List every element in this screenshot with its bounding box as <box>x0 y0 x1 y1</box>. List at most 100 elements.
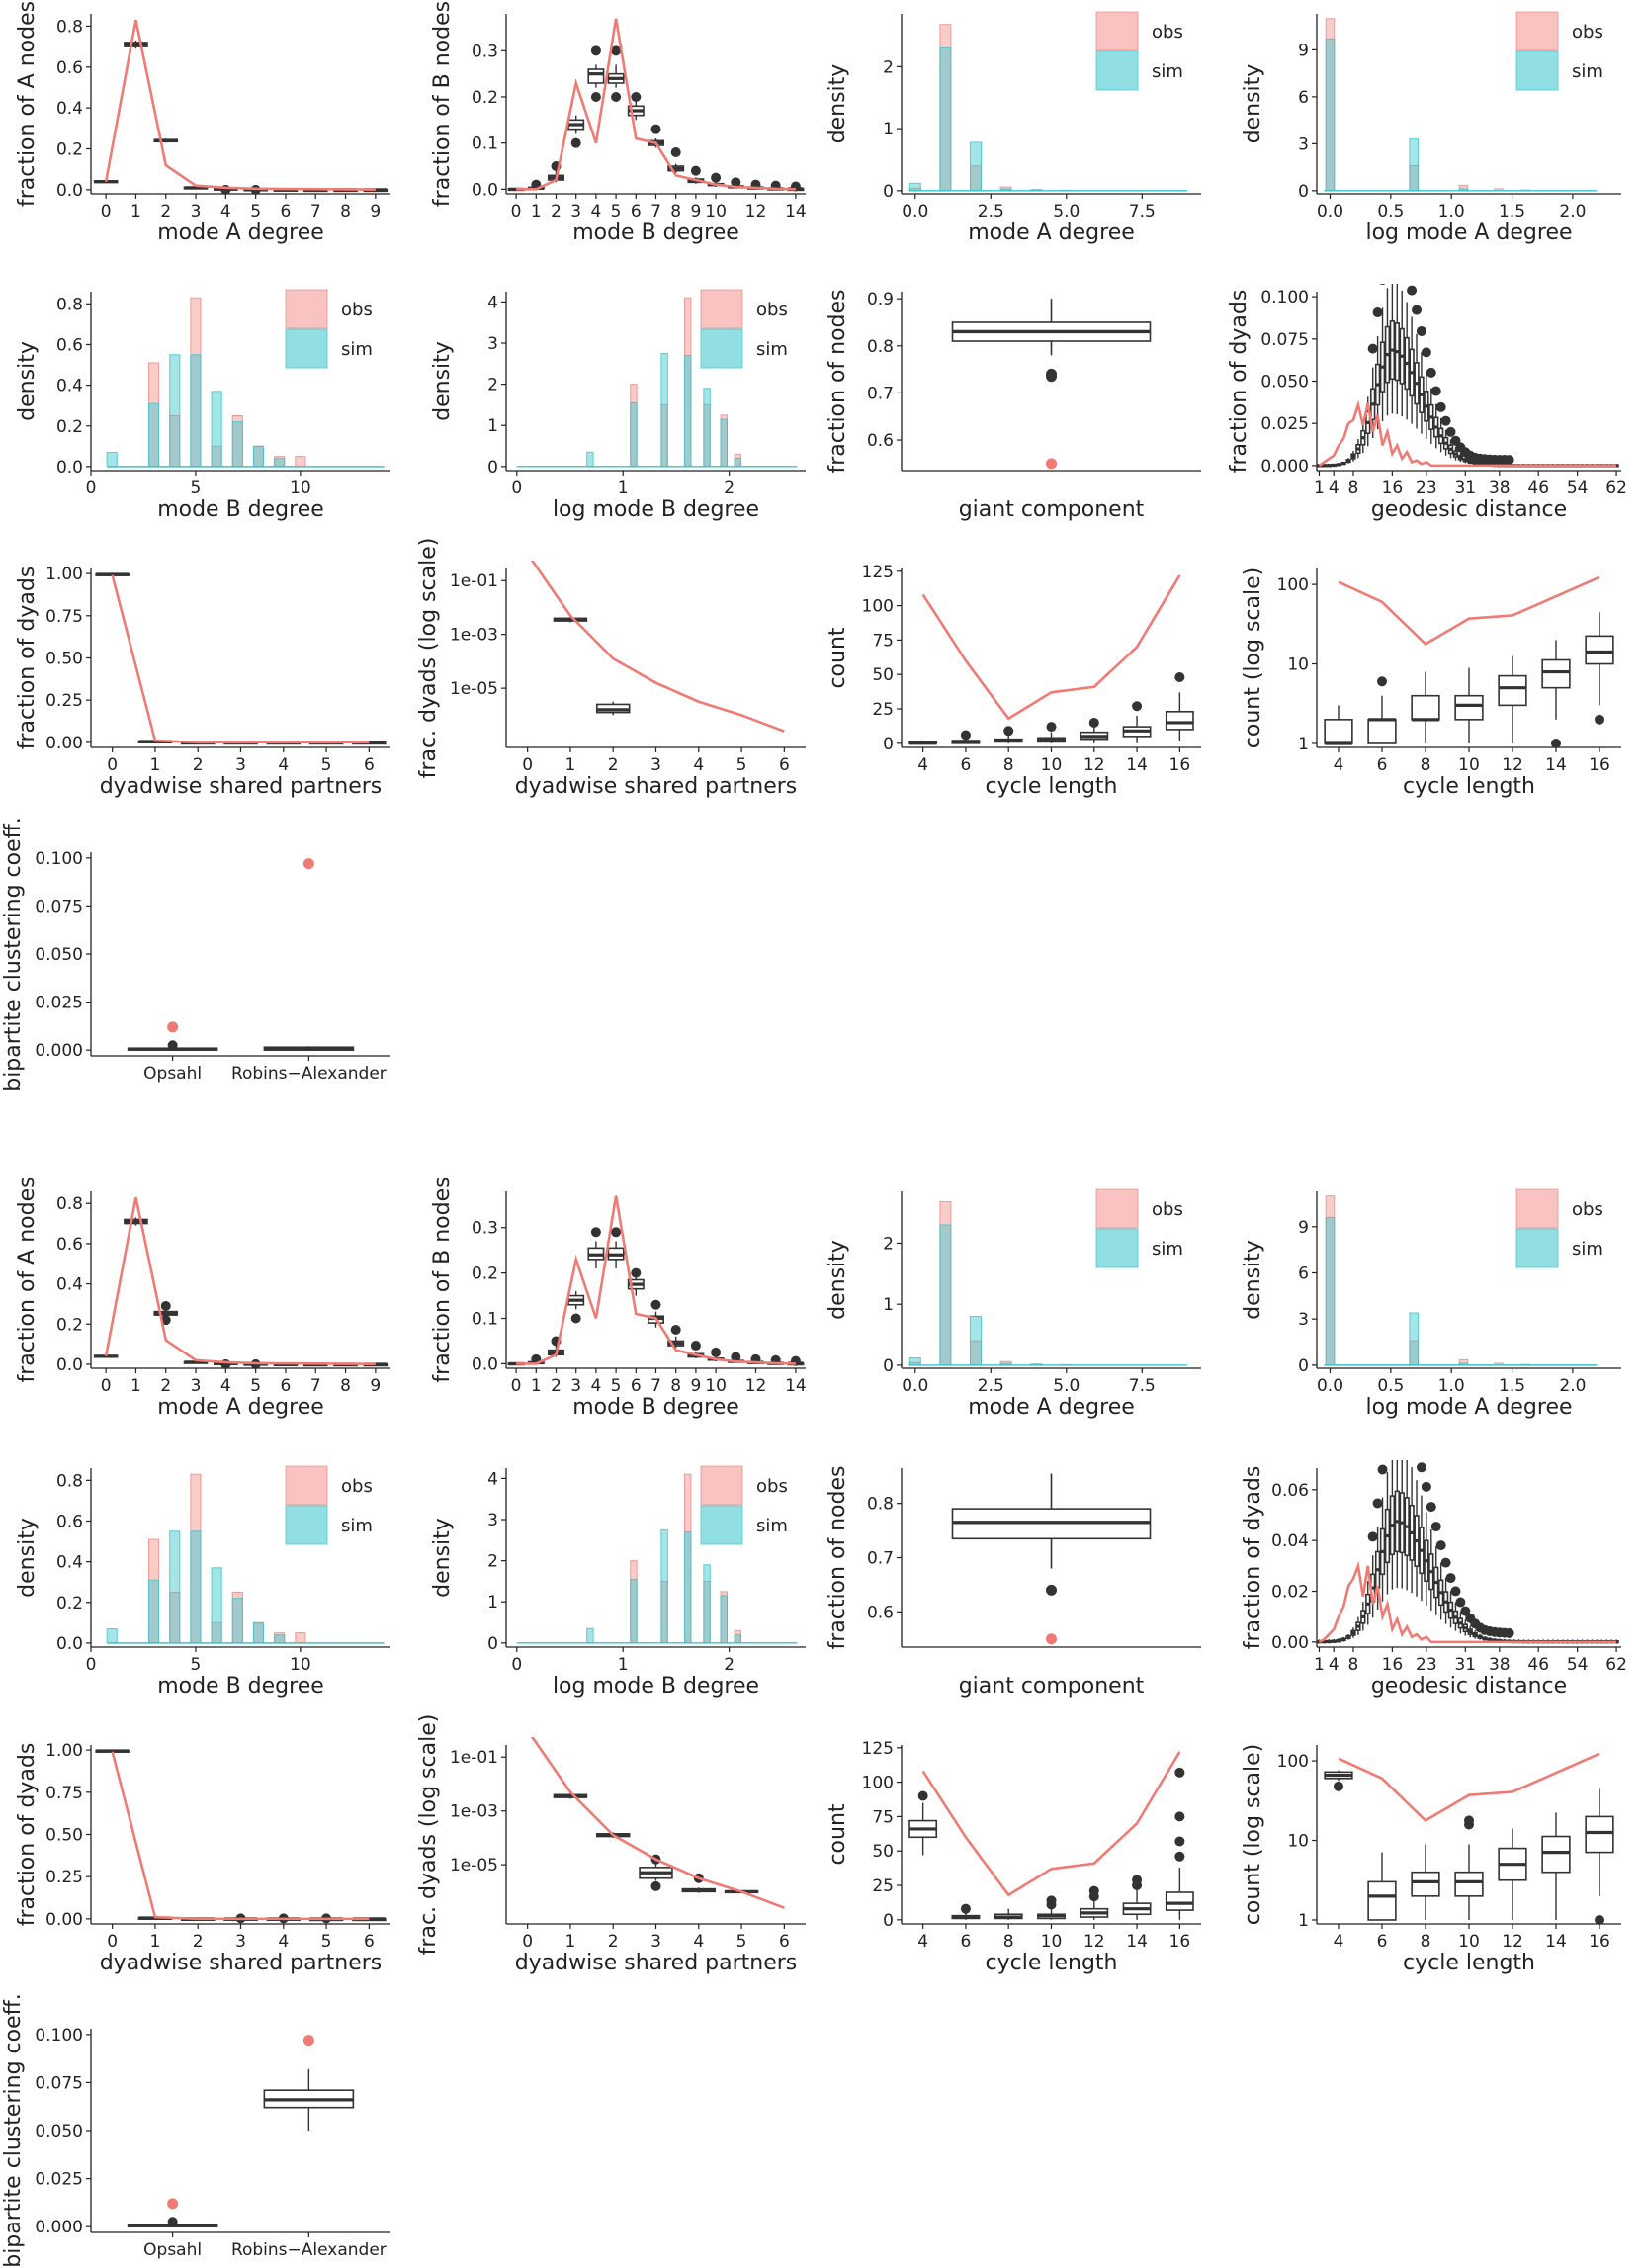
y-tick-label: 0.9 <box>867 290 894 309</box>
y-tick-label: 0.6 <box>867 1603 894 1622</box>
box-iqr <box>1541 658 1571 689</box>
sim-bar <box>231 1598 243 1644</box>
x-tick-label: 16 <box>1589 1932 1610 1952</box>
legend: obs sim <box>285 289 373 369</box>
observed-line <box>111 1751 370 1921</box>
x-axis-title: log mode A degree <box>1365 1395 1572 1420</box>
plot-area <box>908 574 1194 745</box>
x-tick-label: 4 <box>1334 1932 1344 1952</box>
x-tick-label: 6 <box>961 755 972 775</box>
x-tick-label: 6 <box>631 202 642 221</box>
outlier-point <box>1430 386 1441 396</box>
outlier-point <box>631 1267 642 1278</box>
legend-obs-key <box>1515 11 1559 51</box>
outlier-point <box>1372 307 1383 318</box>
x-tick-label: 0.0 <box>1317 202 1343 221</box>
outlier-point <box>1595 714 1604 725</box>
outlier-point <box>1551 738 1561 748</box>
sim-bar <box>211 1567 222 1644</box>
legend-sim-key <box>285 328 328 369</box>
y-tick-label: 0.000 <box>35 1041 83 1061</box>
legend-obs-label: obs <box>1152 22 1183 43</box>
x-tick-label: 5 <box>321 1932 332 1952</box>
x-tick-label: 6 <box>281 202 292 221</box>
x-tick-label: 2 <box>160 1376 171 1396</box>
y-tick-label: 0 <box>1298 1356 1309 1376</box>
plot-area <box>106 297 385 468</box>
sim-bar <box>660 352 668 468</box>
y-tick-label: 0.50 <box>45 650 83 669</box>
outlier-point <box>670 1324 681 1335</box>
plot-area <box>127 858 355 1051</box>
observed-point <box>167 1021 179 1033</box>
x-tick-label: 3 <box>235 1932 246 1952</box>
y-tick-label: 0.075 <box>1260 330 1309 350</box>
x-tick-label: 0.0 <box>902 202 928 221</box>
y-axis-title: density <box>1241 64 1265 144</box>
y-tick-label: 0.000 <box>1260 457 1309 477</box>
x-tick-label: Robins−Alexander <box>231 1064 387 1084</box>
y-tick-label: 50 <box>872 665 894 685</box>
y-tick-label: 0.02 <box>1271 1583 1309 1603</box>
y-tick-label: 0.8 <box>56 17 83 37</box>
y-axis-title: fraction of A nodes <box>15 1 40 207</box>
outlier-point <box>1088 1885 1099 1896</box>
x-tick-label: 16 <box>1382 1655 1404 1675</box>
y-tick-label: 0.8 <box>56 1194 83 1214</box>
y-tick-label: 3 <box>1298 134 1309 154</box>
box-iqr <box>1454 1871 1484 1897</box>
legend-sim-key <box>1095 50 1139 91</box>
y-tick-label: 1 <box>883 1295 894 1315</box>
x-axis-title: log mode A degree <box>1365 220 1572 245</box>
y-tick-label: 0.75 <box>45 607 83 627</box>
y-tick-label: 1e-03 <box>450 1802 498 1822</box>
legend-sim-key <box>285 1505 328 1545</box>
x-tick-label: 8 <box>1003 755 1014 775</box>
y-tick-label: 0.3 <box>472 42 498 61</box>
x-tick-label: 0 <box>107 1932 118 1952</box>
outlier-point <box>1440 415 1451 426</box>
outlier-point <box>1421 347 1431 358</box>
legend: obs sim <box>1095 11 1183 91</box>
x-tick-label: 4 <box>278 755 289 775</box>
y-tick-label: 0.0 <box>472 1354 498 1374</box>
sim-bar <box>660 1528 668 1644</box>
chart-clustering_2: 0.000 0.025 0.050 0.075 0.100 Opsahl Robins−Al… <box>1 1993 390 2268</box>
x-tick-label: 8 <box>1421 1932 1431 1952</box>
y-axis-title: count <box>825 1803 850 1865</box>
x-axis-title: mode A degree <box>157 220 324 245</box>
y-tick-label: 100 <box>862 1774 894 1793</box>
outlier-point <box>1174 1767 1185 1778</box>
sim-bar <box>1409 1312 1419 1366</box>
chart-cycles: 0 25 50 75 100 125 4 6 8 10 12 14 16 cycle length coun… <box>825 563 1201 799</box>
x-tick-label: 5 <box>250 202 261 221</box>
y-tick-label: 0.2 <box>472 88 498 108</box>
outlier-point <box>1382 1436 1392 1445</box>
y-tick-label: 0 <box>883 1911 894 1931</box>
outlier-point <box>1174 671 1185 682</box>
x-tick-label: 1 <box>531 202 542 221</box>
plot-area <box>951 299 1152 470</box>
y-axis-title: fraction of dyads <box>1241 1466 1265 1650</box>
sim-bar <box>734 1634 741 1644</box>
outlier-point <box>611 45 622 56</box>
legend: obs sim <box>700 289 788 369</box>
y-tick-label: 0.8 <box>56 295 83 314</box>
sim-bar <box>720 418 728 468</box>
y-tick-label: 0.0 <box>56 1355 83 1375</box>
observed-line <box>516 1195 796 1365</box>
observed-line <box>104 1196 376 1366</box>
y-tick-label: 0.00 <box>45 1910 83 1930</box>
observed-line <box>921 574 1181 721</box>
outlier-point <box>1445 1573 1456 1584</box>
y-tick-label: 0.025 <box>1260 414 1309 434</box>
sim-bar <box>684 1530 692 1644</box>
observed-line <box>530 561 785 733</box>
x-tick-label: 14 <box>1126 755 1148 775</box>
x-tick-label: 2 <box>551 1376 562 1396</box>
y-tick-label: 1e-05 <box>450 679 498 699</box>
x-tick-label: 0.0 <box>1317 1376 1343 1396</box>
x-tick-label: 0.5 <box>1377 1376 1404 1396</box>
